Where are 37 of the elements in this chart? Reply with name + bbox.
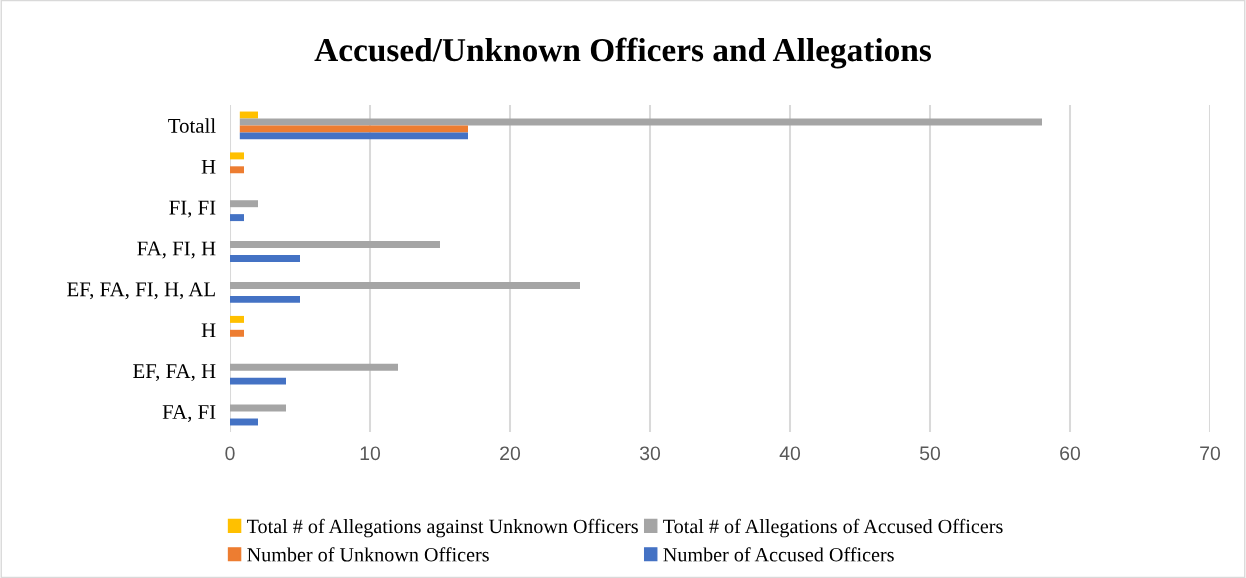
x-tick-label: 40 — [779, 446, 801, 461]
y-tick-label: EF, FA, FI, H, AL — [67, 282, 215, 300]
bar — [230, 377, 286, 385]
bar — [230, 281, 580, 289]
bar — [230, 315, 244, 323]
legend-label: Number of Unknown Officers — [247, 547, 489, 562]
bar — [239, 118, 1042, 126]
bar — [230, 255, 300, 262]
bar — [230, 329, 244, 337]
x-tick-label: 50 — [919, 446, 941, 461]
bar — [230, 200, 258, 208]
bar — [230, 404, 286, 412]
bar — [239, 132, 468, 140]
bar — [230, 241, 440, 249]
legend-label: Total # of Allegations against Unknown Officers — [247, 518, 638, 538]
legend-label: Total # of Allegations of Accused Officers — [663, 518, 1003, 538]
y-tick-label: FI, FI — [169, 200, 216, 218]
y-tick-label: EF, FA, H — [133, 364, 216, 382]
y-tick-label: FA, FI — [162, 405, 216, 422]
x-tick-label: 20 — [500, 446, 521, 461]
y-tick-label: H — [201, 159, 216, 174]
bar — [230, 152, 244, 160]
x-tick-label: 10 — [360, 446, 381, 461]
bar — [239, 125, 468, 133]
bar — [230, 363, 398, 371]
y-tick-label: Totall — [168, 118, 216, 133]
y-tick-label: H — [201, 323, 216, 338]
x-tick-label: 30 — [639, 446, 661, 461]
bar — [230, 214, 244, 222]
y-tick-label: FA, FI, H — [137, 241, 216, 259]
bar — [230, 166, 244, 174]
bar — [230, 295, 300, 303]
x-tick-label: 70 — [1200, 446, 1221, 461]
x-tick-label: 0 — [225, 446, 235, 461]
chart-title: Accused/Unknown Officers and Allegations — [314, 37, 932, 69]
x-tick-label: 60 — [1060, 446, 1081, 461]
legend-label: Number of Accused Officers — [663, 547, 894, 562]
